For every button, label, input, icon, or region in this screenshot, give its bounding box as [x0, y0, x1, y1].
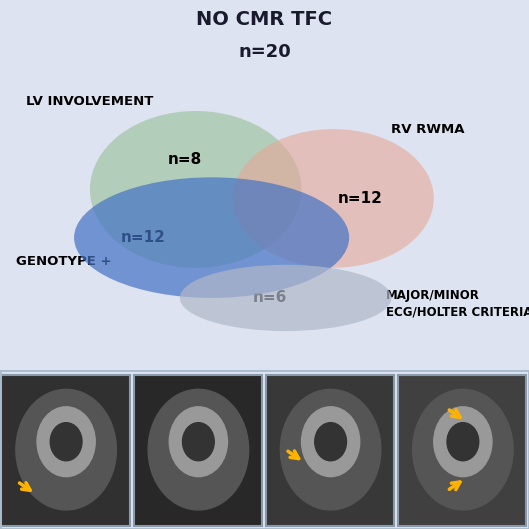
Text: n=6: n=6 [253, 290, 287, 305]
Ellipse shape [74, 177, 349, 298]
Circle shape [315, 423, 346, 461]
Text: n=12: n=12 [121, 230, 165, 245]
Circle shape [37, 407, 95, 477]
Text: LV INVOLVEMENT: LV INVOLVEMENT [26, 95, 154, 108]
FancyBboxPatch shape [398, 375, 526, 526]
Text: MAJOR/MINOR
ECG/HOLTER CRITERIA: MAJOR/MINOR ECG/HOLTER CRITERIA [386, 289, 529, 318]
Circle shape [169, 407, 227, 477]
Circle shape [413, 389, 513, 510]
Text: RV RWMA: RV RWMA [391, 123, 465, 135]
FancyBboxPatch shape [266, 375, 394, 526]
FancyBboxPatch shape [133, 375, 262, 526]
Circle shape [148, 389, 249, 510]
Circle shape [280, 389, 381, 510]
Circle shape [447, 423, 479, 461]
Text: n=20: n=20 [238, 42, 291, 61]
Text: n=8: n=8 [168, 152, 202, 167]
Ellipse shape [180, 264, 391, 331]
Ellipse shape [233, 129, 434, 268]
Circle shape [183, 423, 214, 461]
Ellipse shape [90, 111, 302, 268]
Circle shape [50, 423, 82, 461]
Text: NO CMR TFC: NO CMR TFC [196, 10, 333, 29]
Circle shape [302, 407, 360, 477]
Text: n=12: n=12 [338, 191, 382, 206]
FancyBboxPatch shape [1, 375, 130, 526]
Circle shape [16, 389, 116, 510]
Circle shape [434, 407, 492, 477]
Text: GENOTYPE +: GENOTYPE + [16, 256, 112, 268]
